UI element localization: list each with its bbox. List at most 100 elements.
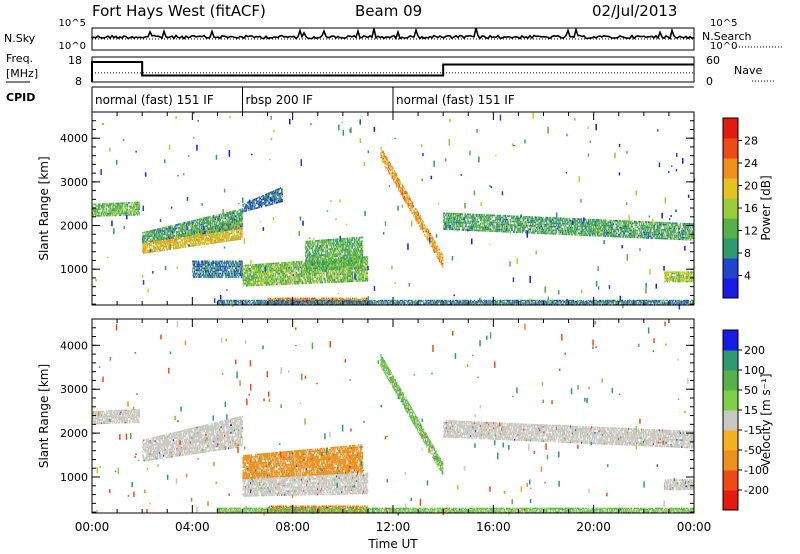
data-cell [208, 264, 210, 266]
data-cell [347, 273, 349, 276]
data-cell [284, 261, 286, 264]
data-cell [100, 203, 102, 205]
data-cell [362, 260, 364, 262]
data-cell [299, 278, 301, 281]
data-cell [330, 269, 332, 272]
data-cell [223, 265, 225, 268]
data-cell [319, 265, 321, 268]
data-cell [178, 227, 180, 229]
data-cell [254, 267, 256, 270]
data-cell [219, 230, 221, 232]
data-cell [315, 250, 317, 253]
data-cell [242, 203, 244, 206]
data-cell [153, 231, 155, 233]
data-cell [326, 241, 328, 243]
data-cell [367, 261, 369, 264]
data-cell [121, 202, 123, 205]
data-cell [146, 250, 148, 252]
data-cell [261, 270, 263, 273]
data-cell [209, 221, 211, 223]
data-cell [230, 227, 232, 230]
data-cell [132, 201, 134, 204]
data-cell [330, 266, 332, 269]
data-cell [332, 238, 334, 241]
data-cell [352, 280, 354, 283]
data-cell [224, 267, 226, 270]
data-cell [245, 268, 247, 271]
data-cell [216, 239, 218, 242]
data-cell [276, 264, 278, 266]
data-cell [342, 245, 344, 248]
data-cell [186, 239, 188, 241]
data-cell [211, 274, 213, 277]
data-cell [342, 238, 344, 240]
data-cell [364, 259, 366, 262]
data-cell [177, 230, 179, 233]
data-cell [338, 280, 340, 283]
data-cell [244, 210, 246, 212]
data-cell [259, 196, 261, 199]
data-cell [236, 269, 238, 271]
data-cell [237, 238, 239, 241]
data-cell [313, 267, 315, 270]
data-cell [198, 235, 200, 237]
data-cell [311, 244, 313, 246]
data-cell [326, 252, 328, 254]
data-cell [231, 232, 233, 234]
data-cell [226, 240, 228, 242]
data-cell [315, 274, 317, 277]
data-cell [277, 269, 279, 272]
data-cell [168, 230, 170, 233]
data-cell [231, 224, 233, 227]
data-cell [343, 243, 345, 246]
data-cell [278, 198, 280, 200]
data-cell [275, 198, 277, 201]
data-cell [163, 245, 165, 248]
data-cell [199, 262, 201, 264]
data-cell [272, 283, 274, 286]
data-cell [330, 268, 332, 270]
data-cell [212, 269, 214, 271]
data-cell [248, 279, 250, 281]
data-cell [219, 267, 221, 270]
data-cell [264, 272, 266, 275]
data-cell [201, 219, 203, 222]
data-cell [192, 234, 194, 236]
data-cell [189, 232, 191, 235]
data-cell [245, 284, 247, 287]
data-cell [204, 274, 206, 277]
data-cell [214, 238, 216, 240]
data-cell [314, 267, 316, 270]
data-cell [207, 237, 209, 240]
data-cell [254, 275, 256, 277]
data-cell [340, 254, 342, 257]
data-cell [286, 265, 288, 268]
data-cell [123, 209, 125, 211]
data-cell [330, 279, 332, 282]
data-cell [225, 233, 227, 235]
data-cell [243, 281, 245, 283]
data-cell [101, 214, 103, 217]
data-cell [308, 274, 310, 277]
data-cell [292, 263, 294, 265]
data-cell [246, 281, 248, 283]
data-cell [265, 276, 267, 279]
data-cell [318, 245, 320, 248]
data-cell [306, 282, 308, 284]
data-cell [275, 192, 277, 195]
data-cell [266, 268, 268, 271]
data-cell [273, 197, 275, 200]
data-cell [163, 233, 165, 236]
data-cell [363, 261, 365, 264]
data-cell [148, 251, 150, 253]
data-cell [276, 188, 278, 191]
data-cell [131, 207, 133, 209]
data-cell [263, 282, 265, 284]
data-cell [209, 224, 211, 227]
data-cell [222, 233, 224, 235]
data-cell [203, 220, 205, 223]
data-cell [317, 267, 319, 269]
data-cell [213, 225, 215, 228]
data-cell [275, 281, 277, 284]
data-cell [250, 271, 252, 274]
